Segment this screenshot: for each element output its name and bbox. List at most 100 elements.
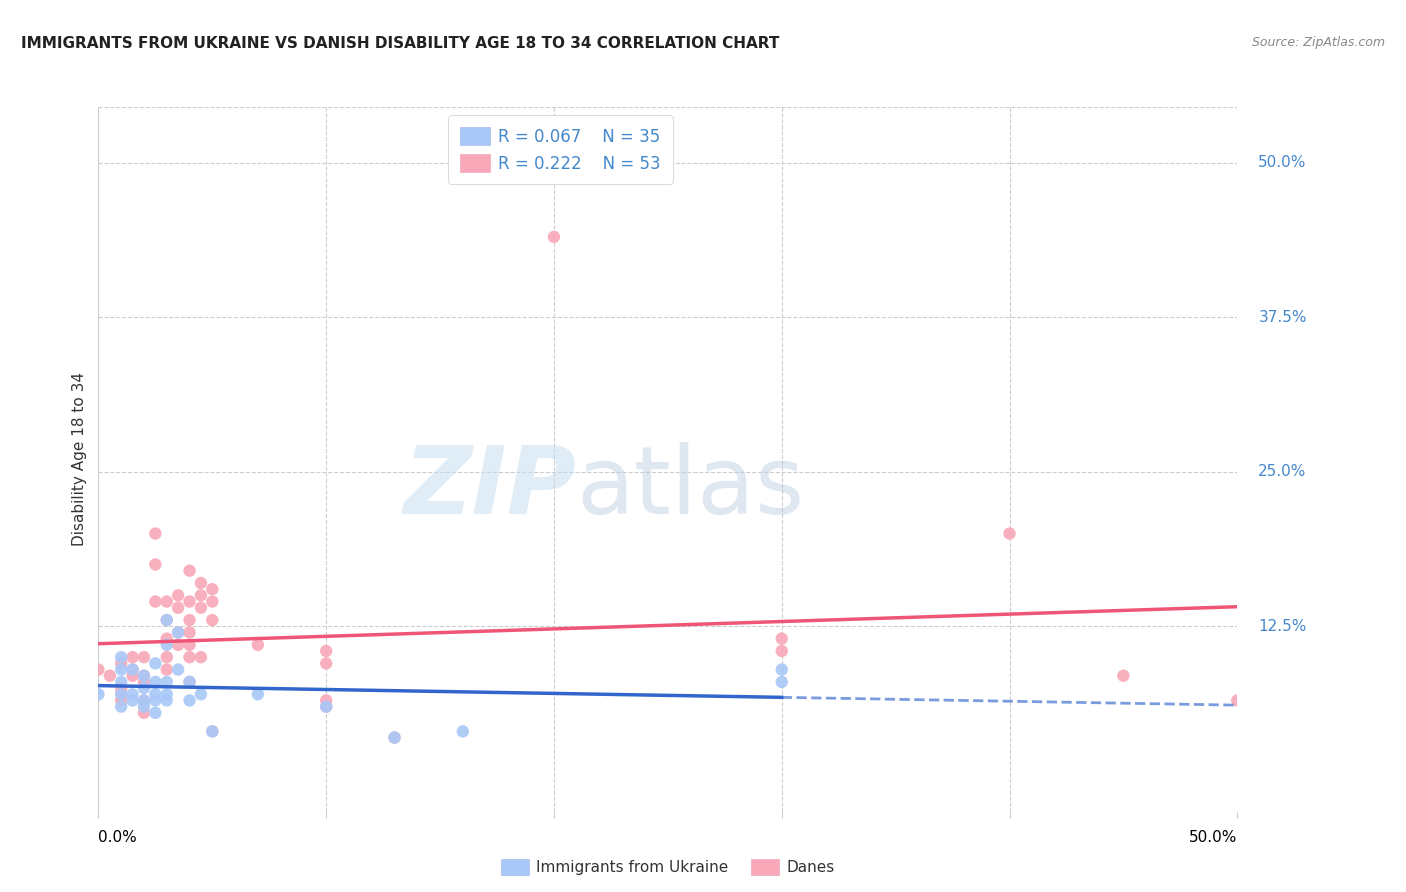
Point — [179, 674, 201, 689]
Point — [451, 724, 474, 739]
Point — [110, 674, 132, 689]
Point — [246, 638, 269, 652]
Point — [246, 687, 269, 701]
Point — [201, 724, 224, 739]
Point — [384, 731, 406, 745]
Point — [190, 650, 212, 665]
Point — [145, 657, 167, 671]
Point — [179, 594, 201, 608]
Point — [315, 693, 337, 707]
Y-axis label: Disability Age 18 to 34: Disability Age 18 to 34 — [72, 372, 87, 547]
Point — [201, 613, 224, 627]
Point — [179, 650, 201, 665]
Point — [110, 681, 132, 695]
Point — [145, 687, 167, 701]
Point — [543, 230, 565, 244]
Point — [98, 669, 121, 683]
Point — [110, 687, 132, 701]
Text: 0.0%: 0.0% — [98, 830, 138, 845]
Point — [167, 663, 190, 677]
Point — [1226, 693, 1249, 707]
Point — [179, 564, 201, 578]
Point — [145, 558, 167, 572]
Point — [156, 674, 179, 689]
Point — [315, 699, 337, 714]
Text: 50.0%: 50.0% — [1189, 830, 1237, 845]
Point — [998, 526, 1021, 541]
Point — [145, 526, 167, 541]
Point — [156, 632, 179, 646]
Point — [110, 657, 132, 671]
Text: 37.5%: 37.5% — [1258, 310, 1306, 325]
Point — [315, 699, 337, 714]
Point — [179, 674, 201, 689]
Text: ZIP: ZIP — [404, 442, 576, 533]
Point — [145, 674, 167, 689]
Point — [156, 663, 179, 677]
Text: 25.0%: 25.0% — [1258, 464, 1306, 479]
Point — [110, 699, 132, 714]
Point — [201, 582, 224, 597]
Point — [179, 625, 201, 640]
Point — [315, 644, 337, 658]
Point — [145, 706, 167, 720]
Point — [121, 693, 143, 707]
Point — [132, 650, 155, 665]
Point — [110, 663, 132, 677]
Point — [156, 613, 179, 627]
Point — [132, 669, 155, 683]
Point — [110, 650, 132, 665]
Point — [121, 687, 143, 701]
Point — [121, 669, 143, 683]
Point — [87, 687, 110, 701]
Point — [156, 613, 179, 627]
Point — [179, 693, 201, 707]
Point — [167, 600, 190, 615]
Point — [110, 693, 132, 707]
Point — [1112, 669, 1135, 683]
Text: IMMIGRANTS FROM UKRAINE VS DANISH DISABILITY AGE 18 TO 34 CORRELATION CHART: IMMIGRANTS FROM UKRAINE VS DANISH DISABI… — [21, 36, 779, 51]
Point — [145, 594, 167, 608]
Point — [132, 681, 155, 695]
Point — [201, 594, 224, 608]
Text: 12.5%: 12.5% — [1258, 619, 1306, 634]
Point — [179, 638, 201, 652]
Point — [132, 693, 155, 707]
Point — [770, 674, 793, 689]
Point — [156, 638, 179, 652]
Legend: Immigrants from Ukraine, Danes: Immigrants from Ukraine, Danes — [495, 853, 841, 881]
Point — [190, 687, 212, 701]
Point — [315, 657, 337, 671]
Point — [87, 663, 110, 677]
Point — [167, 638, 190, 652]
Point — [132, 699, 155, 714]
Point — [132, 693, 155, 707]
Text: 50.0%: 50.0% — [1258, 155, 1306, 170]
Point — [156, 650, 179, 665]
Point — [770, 663, 793, 677]
Point — [190, 600, 212, 615]
Point — [190, 576, 212, 591]
Point — [121, 663, 143, 677]
Point — [179, 613, 201, 627]
Point — [770, 644, 793, 658]
Point — [132, 706, 155, 720]
Text: Source: ZipAtlas.com: Source: ZipAtlas.com — [1251, 36, 1385, 49]
Point — [167, 625, 190, 640]
Point — [190, 588, 212, 602]
Point — [156, 594, 179, 608]
Point — [110, 687, 132, 701]
Text: atlas: atlas — [576, 442, 806, 533]
Point — [167, 625, 190, 640]
Point — [132, 674, 155, 689]
Point — [132, 669, 155, 683]
Point — [201, 724, 224, 739]
Point — [121, 650, 143, 665]
Point — [145, 693, 167, 707]
Point — [156, 693, 179, 707]
Point — [156, 687, 179, 701]
Point — [121, 663, 143, 677]
Point — [384, 731, 406, 745]
Point — [167, 588, 190, 602]
Point — [770, 632, 793, 646]
